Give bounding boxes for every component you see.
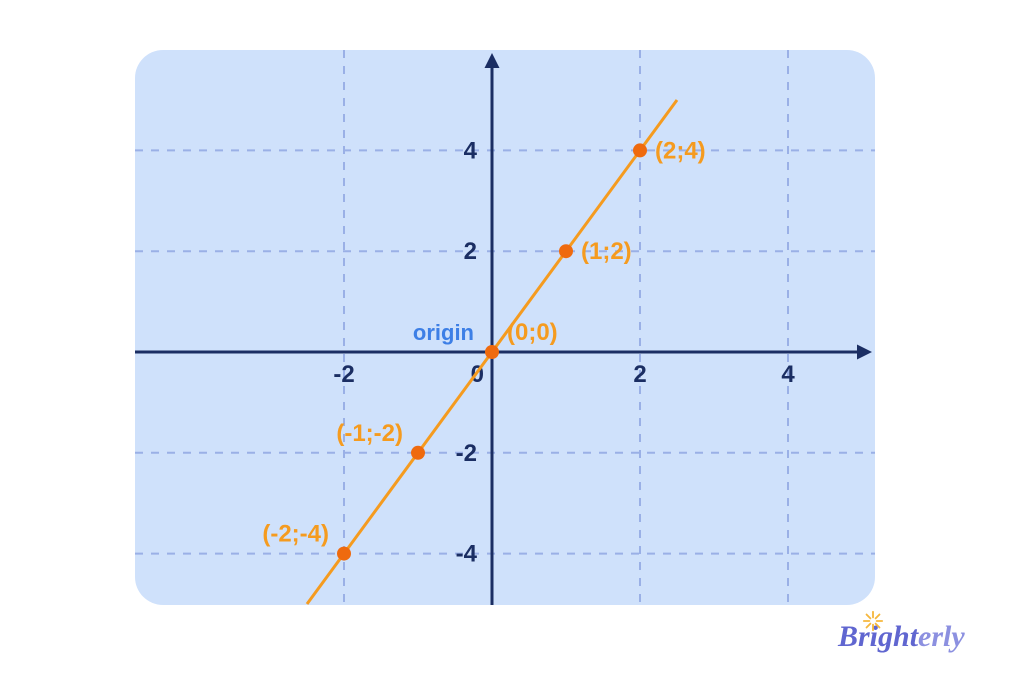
data-point [411,446,425,460]
data-point [485,345,499,359]
point-label: (1;2) [581,238,632,265]
y-tick-label: 2 [464,238,477,265]
data-point [337,547,351,561]
point-label: (-1;-2) [336,420,403,447]
chart-frame: -20246-4-224origin(-2;-4)(-1;-2)(0;0)(1;… [135,50,875,605]
x-tick-label: 2 [633,361,646,388]
chart-bg [135,50,875,605]
point-label: (0;0) [507,319,558,346]
point-label: (2;4) [655,137,706,164]
y-tick-label: 4 [464,137,478,164]
data-point [633,143,647,157]
origin-label: origin [413,320,474,345]
y-tick-label: -4 [456,541,478,568]
logo-text-2: erly [918,620,965,653]
data-point [559,244,573,258]
y-tick-label: -2 [456,440,477,467]
x-tick-label: 4 [781,361,795,388]
brand-logo: Brighterly [838,620,965,654]
x-tick-label: -2 [333,361,354,388]
sun-icon [862,610,884,632]
chart-svg: -20246-4-224origin(-2;-4)(-1;-2)(0;0)(1;… [135,50,875,605]
point-label: (-2;-4) [262,521,329,548]
